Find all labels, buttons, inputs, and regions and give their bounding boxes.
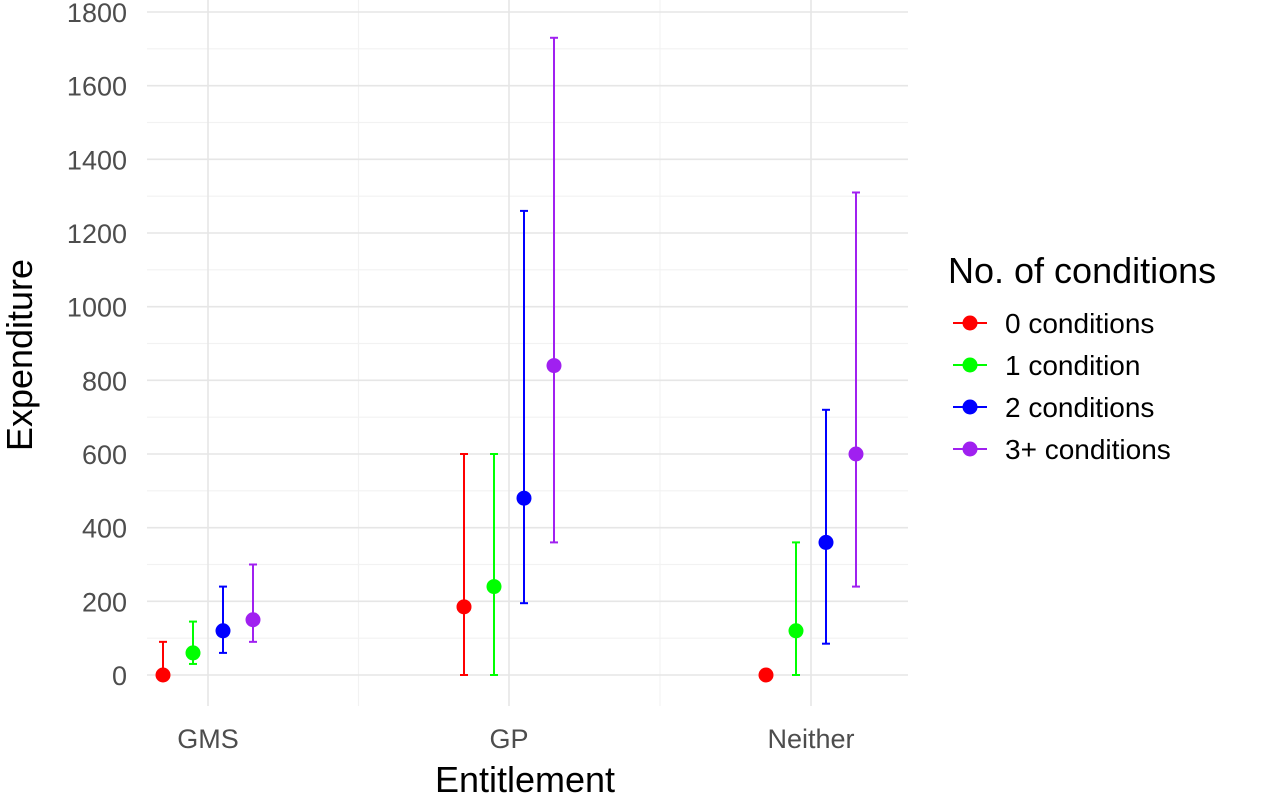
y-tick-label: 400 (82, 514, 127, 544)
y-tick-label: 1000 (67, 293, 127, 323)
y-axis-tick-labels: 0 200 400 600 800 1000 1200 1400 1600 1800 (67, 0, 127, 691)
data-point (185, 645, 201, 661)
x-tick-label: Neither (767, 724, 854, 754)
y-tick-label: 0 (112, 661, 127, 691)
data-point (516, 490, 532, 506)
y-tick-label: 1400 (67, 145, 127, 175)
legend-label: 3+ conditions (1005, 434, 1171, 465)
legend-item: 2 conditions (953, 392, 1154, 423)
legend: No. of conditions 0 conditions 1 conditio… (948, 250, 1216, 465)
legend-title: No. of conditions (948, 250, 1216, 291)
legend-item: 3+ conditions (953, 434, 1171, 465)
data-point (155, 667, 171, 683)
y-tick-label: 800 (82, 366, 127, 396)
y-axis-title: Expenditure (0, 259, 40, 451)
x-tick-label: GP (489, 724, 528, 754)
grid-lines (147, 0, 908, 706)
data-point (818, 534, 834, 550)
legend-key-point (962, 399, 978, 415)
plot-marks (155, 36, 864, 683)
data-point (758, 667, 774, 683)
x-axis-title: Entitlement (435, 759, 615, 796)
series-group (185, 453, 804, 676)
data-point (456, 599, 472, 615)
data-point (848, 446, 864, 462)
y-tick-label: 600 (82, 440, 127, 470)
series-group (245, 36, 864, 643)
legend-key-point (962, 441, 978, 457)
x-tick-label: GMS (177, 724, 239, 754)
legend-label: 1 condition (1005, 350, 1140, 381)
y-tick-label: 1200 (67, 219, 127, 249)
data-point (486, 579, 502, 595)
legend-item: 0 conditions (953, 308, 1154, 339)
legend-item: 1 condition (953, 350, 1140, 381)
legend-items: 0 conditions 1 condition 2 conditions 3+ co… (953, 308, 1171, 465)
y-tick-label: 200 (82, 587, 127, 617)
y-tick-label: 1800 (67, 0, 127, 28)
x-axis-tick-labels: GMS GP Neither (177, 724, 854, 754)
legend-key-point (962, 357, 978, 373)
series-group (155, 453, 774, 683)
legend-label: 2 conditions (1005, 392, 1154, 423)
data-point (546, 358, 562, 374)
data-point (788, 623, 804, 639)
data-point (215, 623, 231, 639)
legend-key-point (962, 315, 978, 331)
y-tick-label: 1600 (67, 72, 127, 102)
legend-label: 0 conditions (1005, 308, 1154, 339)
data-point (245, 612, 261, 628)
series-group (215, 209, 834, 654)
